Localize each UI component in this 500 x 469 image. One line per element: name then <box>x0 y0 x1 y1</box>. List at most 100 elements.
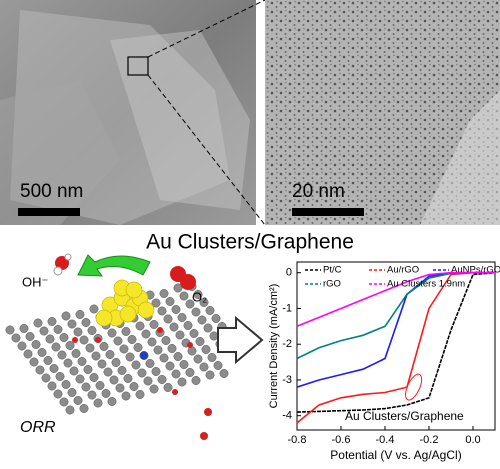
hydroxide-label: OH⁻ <box>22 274 48 289</box>
y-tick-label: -2 <box>282 338 292 350</box>
x-axis-label: Potential (V vs. Ag/AgCl) <box>330 448 461 462</box>
atom <box>67 319 77 329</box>
atom <box>67 388 77 397</box>
zoom-line <box>147 0 266 58</box>
atom <box>63 358 73 368</box>
atom <box>209 331 219 341</box>
atom <box>103 367 113 377</box>
atom <box>25 332 35 341</box>
atom <box>203 323 213 333</box>
atom <box>79 404 89 413</box>
atom <box>69 366 79 376</box>
y-tick-label: -1 <box>282 302 292 314</box>
atom <box>127 335 137 344</box>
y-axis-label: Current Density (mA/cm²) <box>268 284 280 409</box>
atom <box>193 290 203 299</box>
atom <box>47 317 57 326</box>
atom <box>97 359 107 369</box>
atom <box>177 377 187 387</box>
atom <box>39 326 49 336</box>
atom <box>115 383 125 393</box>
atom <box>89 373 99 382</box>
atom <box>135 321 145 331</box>
atom <box>179 291 189 301</box>
oxygen-atom <box>187 342 193 348</box>
atom <box>163 314 173 324</box>
atom <box>71 349 81 358</box>
atom <box>143 376 153 386</box>
atom <box>171 369 181 379</box>
atom <box>149 320 159 329</box>
chart: -0.8 -0.6 -0.4 -0.2 0.0 -4 -3 -2 -1 0 Potential (V… <box>268 261 500 462</box>
atom <box>5 325 15 335</box>
atom <box>83 365 93 374</box>
atom <box>109 375 119 385</box>
oxygen-atom <box>95 337 101 343</box>
atom <box>211 314 221 323</box>
atom <box>121 391 131 401</box>
atom <box>187 346 197 356</box>
atom <box>87 326 97 335</box>
atom <box>173 352 183 361</box>
atom <box>165 361 175 371</box>
x-tick-label: -0.6 <box>332 434 351 446</box>
figure-title: Au Clusters/Graphene <box>146 231 354 254</box>
atom <box>199 298 209 307</box>
y-tick-label: -3 <box>282 374 292 386</box>
atom <box>185 299 195 309</box>
reaction-label: ORR <box>20 419 56 436</box>
atom <box>189 329 199 338</box>
atom <box>147 337 157 347</box>
atom <box>165 297 175 306</box>
atom <box>47 381 57 391</box>
legend-label: Pt/C <box>323 265 342 276</box>
oxygen-atom <box>204 408 212 416</box>
atom <box>177 313 187 322</box>
atom <box>151 298 161 308</box>
atom <box>129 382 139 391</box>
oxygen-atom <box>55 256 69 270</box>
y-tick-label: 0 <box>286 267 292 279</box>
hydrogen-atom <box>64 253 72 261</box>
atom <box>167 344 177 353</box>
x-tick-label: -0.8 <box>288 434 307 446</box>
oxygen-atom <box>157 327 163 333</box>
atom <box>197 315 207 325</box>
atom <box>81 318 91 327</box>
atom <box>43 356 53 365</box>
oxygen-label: O₂ <box>192 289 207 304</box>
annotation: Au Clusters/Graphene <box>345 409 464 423</box>
gold-atom <box>119 305 137 323</box>
atom <box>207 353 217 362</box>
atom <box>93 398 103 408</box>
atom <box>179 360 189 369</box>
legend-label: AuNPs/rGO <box>451 265 500 276</box>
atom <box>157 375 167 384</box>
atom <box>23 349 33 359</box>
arrow <box>217 315 264 365</box>
atom <box>183 321 193 330</box>
gold-atom <box>137 301 155 319</box>
atom <box>191 307 201 317</box>
atom <box>59 333 69 342</box>
x-tick-label: 0.0 <box>465 434 480 446</box>
atom <box>35 365 45 375</box>
series-line <box>296 271 495 328</box>
atom <box>91 351 101 361</box>
atom <box>37 348 47 357</box>
atom <box>199 362 209 372</box>
atom <box>139 351 149 360</box>
atom <box>55 372 65 381</box>
atom <box>113 336 123 346</box>
atom <box>149 384 159 394</box>
atom <box>77 357 87 366</box>
plot-frame <box>296 261 496 431</box>
atom <box>59 397 69 407</box>
atom <box>137 368 147 378</box>
atom <box>33 318 43 328</box>
series-line <box>296 271 495 388</box>
atom <box>153 345 163 355</box>
atom <box>141 329 151 339</box>
atom <box>101 389 111 398</box>
